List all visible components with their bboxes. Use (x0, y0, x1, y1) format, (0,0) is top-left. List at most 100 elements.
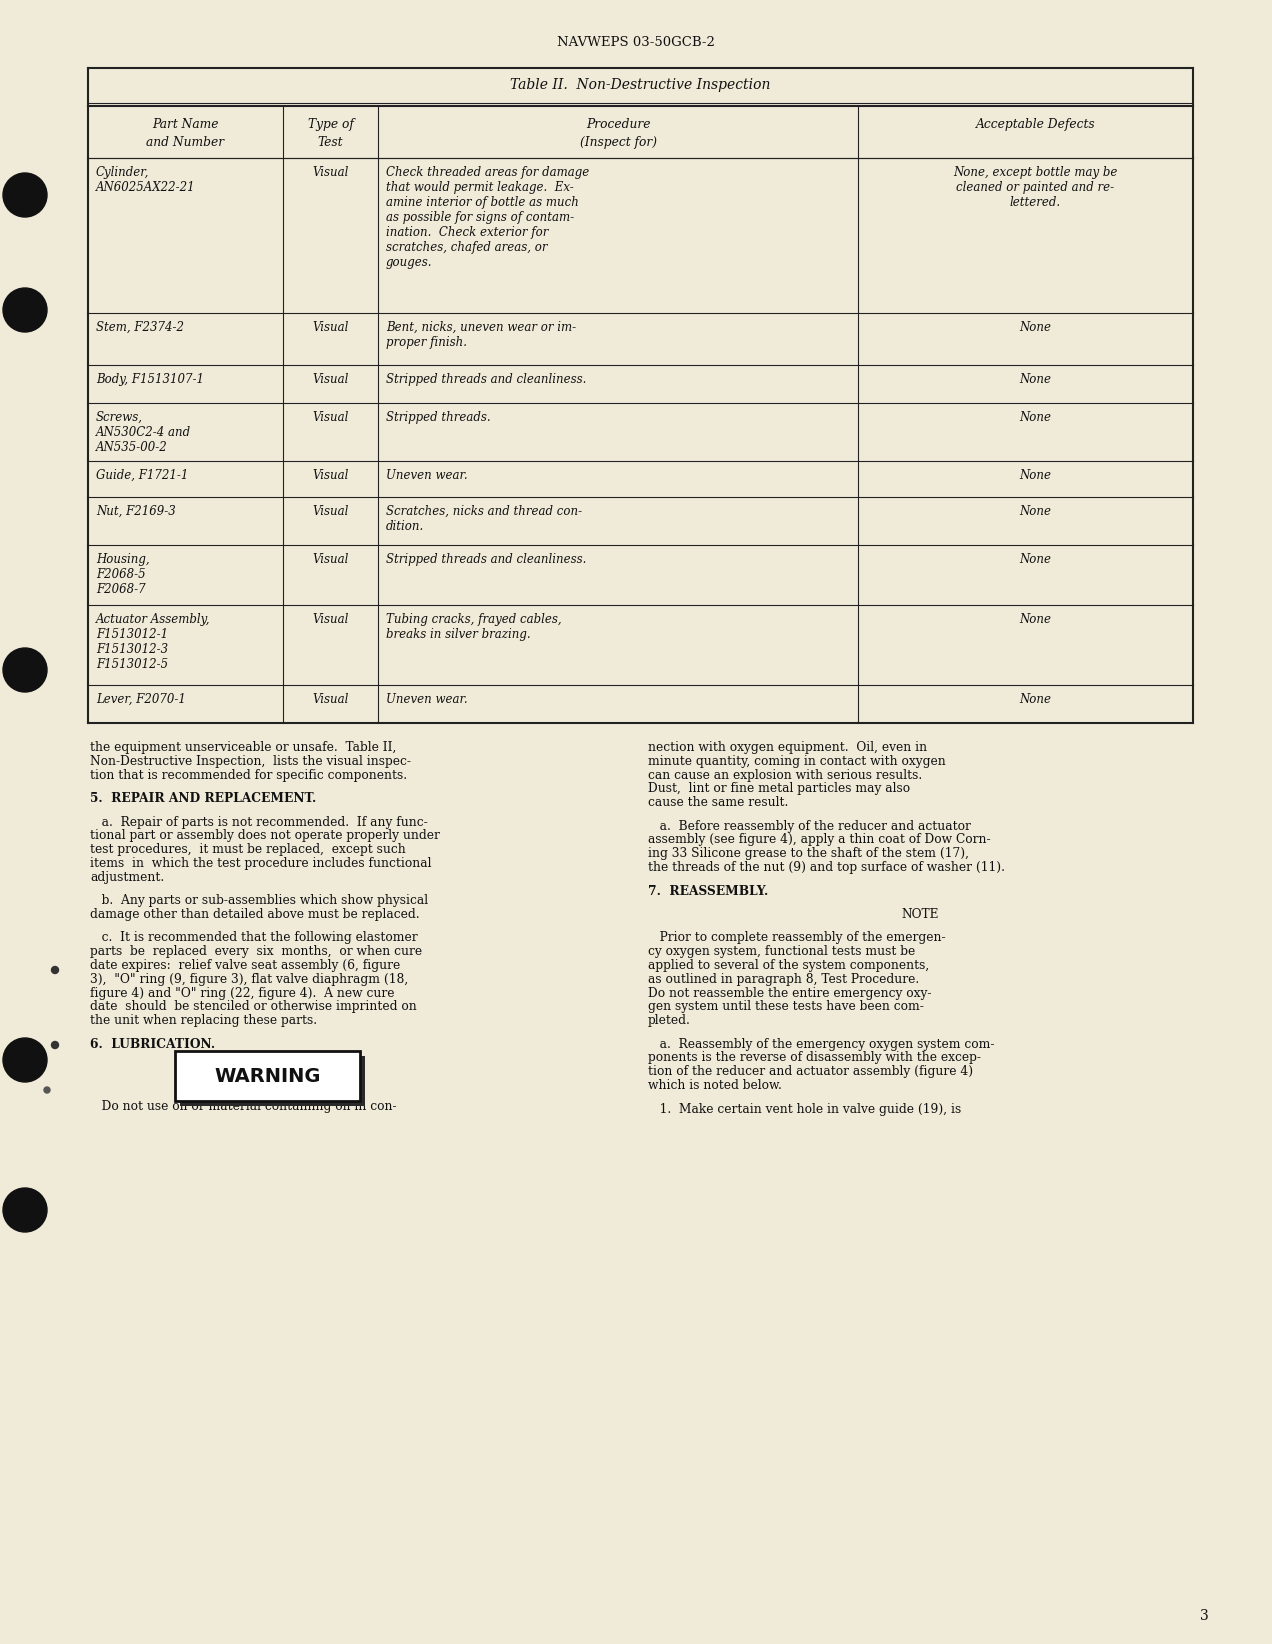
Text: Do not use oil or material containing oil in con-: Do not use oil or material containing oi… (90, 1100, 397, 1113)
Text: Tubing cracks, frayed cables,: Tubing cracks, frayed cables, (385, 613, 562, 626)
Text: Cylinder,: Cylinder, (95, 166, 149, 179)
Text: proper finish.: proper finish. (385, 335, 467, 349)
Text: cy oxygen system, functional tests must be: cy oxygen system, functional tests must … (647, 945, 916, 958)
Text: Acceptable Defects: Acceptable Defects (976, 118, 1095, 132)
Text: 6.  LUBRICATION.: 6. LUBRICATION. (90, 1037, 215, 1051)
Circle shape (51, 1042, 59, 1049)
Text: None: None (1019, 613, 1052, 626)
Text: tional part or assembly does not operate properly under: tional part or assembly does not operate… (90, 829, 440, 842)
Circle shape (3, 1189, 47, 1231)
Text: 5.  REPAIR AND REPLACEMENT.: 5. REPAIR AND REPLACEMENT. (90, 792, 317, 806)
Text: None, except bottle may be: None, except bottle may be (953, 166, 1118, 179)
Text: None: None (1019, 411, 1052, 424)
Text: Bent, nicks, uneven wear or im-: Bent, nicks, uneven wear or im- (385, 321, 576, 334)
Text: ination.  Check exterior for: ination. Check exterior for (385, 225, 548, 238)
Text: a.  Reassembly of the emergency oxygen system com-: a. Reassembly of the emergency oxygen sy… (647, 1037, 995, 1051)
Text: tion that is recommended for specific components.: tion that is recommended for specific co… (90, 769, 407, 781)
Text: Guide, F1721-1: Guide, F1721-1 (95, 469, 188, 482)
Text: a.  Before reassembly of the reducer and actuator: a. Before reassembly of the reducer and … (647, 820, 971, 832)
Text: 3),  "O" ring (9, figure 3), flat valve diaphragm (18,: 3), "O" ring (9, figure 3), flat valve d… (90, 973, 408, 986)
Text: scratches, chafed areas, or: scratches, chafed areas, or (385, 242, 547, 255)
Circle shape (45, 1087, 50, 1093)
Text: Visual: Visual (313, 694, 349, 705)
Text: can cause an explosion with serious results.: can cause an explosion with serious resu… (647, 769, 922, 781)
Text: F2068-7: F2068-7 (95, 584, 145, 597)
Bar (176, 1052, 360, 1101)
Text: cleaned or painted and re-: cleaned or painted and re- (957, 181, 1114, 194)
Text: AN6025AX22-21: AN6025AX22-21 (95, 181, 196, 194)
Text: Visual: Visual (313, 373, 349, 386)
Text: dition.: dition. (385, 520, 425, 533)
Text: None: None (1019, 373, 1052, 386)
Text: items  in  which the test procedure includes functional: items in which the test procedure includ… (90, 857, 431, 870)
Text: tion of the reducer and actuator assembly (figure 4): tion of the reducer and actuator assembl… (647, 1065, 973, 1078)
Text: Housing,: Housing, (95, 552, 150, 566)
Text: WARNING: WARNING (214, 1067, 321, 1087)
Text: test procedures,  it must be replaced,  except such: test procedures, it must be replaced, ex… (90, 843, 406, 857)
Text: Visual: Visual (313, 166, 349, 179)
Text: F1513012-1: F1513012-1 (95, 628, 168, 641)
Text: a.  Repair of parts is not recommended.  If any func-: a. Repair of parts is not recommended. I… (90, 815, 427, 829)
Text: nection with oxygen equipment.  Oil, even in: nection with oxygen equipment. Oil, even… (647, 741, 927, 755)
Text: Nut, F2169-3: Nut, F2169-3 (95, 505, 176, 518)
Text: assembly (see figure 4), apply a thin coat of Dow Corn-: assembly (see figure 4), apply a thin co… (647, 834, 991, 847)
Text: parts  be  replaced  every  six  months,  or when cure: parts be replaced every six months, or w… (90, 945, 422, 958)
Text: the threads of the nut (9) and top surface of washer (11).: the threads of the nut (9) and top surfa… (647, 861, 1005, 875)
Text: Type of: Type of (308, 118, 354, 132)
Text: AN535-00-2: AN535-00-2 (95, 441, 168, 454)
Text: Visual: Visual (313, 505, 349, 518)
Text: gen system until these tests have been com-: gen system until these tests have been c… (647, 1001, 923, 1013)
Text: None: None (1019, 469, 1052, 482)
Text: F1513012-3: F1513012-3 (95, 643, 168, 656)
Text: Scratches, nicks and thread con-: Scratches, nicks and thread con- (385, 505, 583, 518)
Text: (Inspect for): (Inspect for) (580, 136, 656, 150)
Circle shape (3, 648, 47, 692)
Circle shape (51, 967, 59, 973)
Text: Visual: Visual (313, 321, 349, 334)
Text: F2068-5: F2068-5 (95, 567, 145, 580)
Text: 7.  REASSEMBLY.: 7. REASSEMBLY. (647, 884, 768, 898)
Circle shape (3, 1037, 47, 1082)
Text: as outlined in paragraph 8, Test Procedure.: as outlined in paragraph 8, Test Procedu… (647, 973, 920, 986)
Text: Part Name: Part Name (153, 118, 219, 132)
Text: Stripped threads and cleanliness.: Stripped threads and cleanliness. (385, 373, 586, 386)
Text: Check threaded areas for damage: Check threaded areas for damage (385, 166, 589, 179)
Text: 3: 3 (1199, 1609, 1208, 1623)
Bar (181, 1057, 365, 1106)
Text: that would permit leakage.  Ex-: that would permit leakage. Ex- (385, 181, 574, 194)
Text: Body, F1513107-1: Body, F1513107-1 (95, 373, 204, 386)
Text: NOTE: NOTE (902, 907, 939, 921)
Text: as possible for signs of contam-: as possible for signs of contam- (385, 210, 574, 224)
Text: Visual: Visual (313, 552, 349, 566)
Text: 1.  Make certain vent hole in valve guide (19), is: 1. Make certain vent hole in valve guide… (647, 1103, 962, 1116)
Text: Lever, F2070-1: Lever, F2070-1 (95, 694, 186, 705)
Text: Do not reassemble the entire emergency oxy-: Do not reassemble the entire emergency o… (647, 986, 931, 1000)
Text: Test: Test (318, 136, 343, 150)
Text: ing 33 Silicone grease to the shaft of the stem (17),: ing 33 Silicone grease to the shaft of t… (647, 847, 969, 860)
Text: Visual: Visual (313, 411, 349, 424)
Text: Stripped threads and cleanliness.: Stripped threads and cleanliness. (385, 552, 586, 566)
Text: Procedure: Procedure (585, 118, 650, 132)
Text: applied to several of the system components,: applied to several of the system compone… (647, 958, 930, 972)
Text: adjustment.: adjustment. (90, 871, 164, 884)
Text: lettered.: lettered. (1010, 196, 1061, 209)
Text: None: None (1019, 505, 1052, 518)
Text: F1513012-5: F1513012-5 (95, 658, 168, 671)
Text: Stem, F2374-2: Stem, F2374-2 (95, 321, 184, 334)
Text: None: None (1019, 321, 1052, 334)
Text: minute quantity, coming in contact with oxygen: minute quantity, coming in contact with … (647, 755, 946, 768)
Text: Stripped threads.: Stripped threads. (385, 411, 491, 424)
Text: c.  It is recommended that the following elastomer: c. It is recommended that the following … (90, 932, 417, 944)
Text: Visual: Visual (313, 613, 349, 626)
Text: date expires:  relief valve seat assembly (6, figure: date expires: relief valve seat assembly… (90, 958, 401, 972)
Text: amine interior of bottle as much: amine interior of bottle as much (385, 196, 579, 209)
Text: date  should  be stenciled or otherwise imprinted on: date should be stenciled or otherwise im… (90, 1001, 417, 1013)
Text: figure 4) and "O" ring (22, figure 4).  A new cure: figure 4) and "O" ring (22, figure 4). A… (90, 986, 394, 1000)
Text: cause the same result.: cause the same result. (647, 796, 789, 809)
Circle shape (3, 173, 47, 217)
Text: NAVWEPS 03-50GCB-2: NAVWEPS 03-50GCB-2 (557, 36, 715, 49)
Text: which is noted below.: which is noted below. (647, 1078, 782, 1092)
Text: gouges.: gouges. (385, 256, 432, 270)
Circle shape (3, 288, 47, 332)
Text: Non-Destructive Inspection,  lists the visual inspec-: Non-Destructive Inspection, lists the vi… (90, 755, 411, 768)
